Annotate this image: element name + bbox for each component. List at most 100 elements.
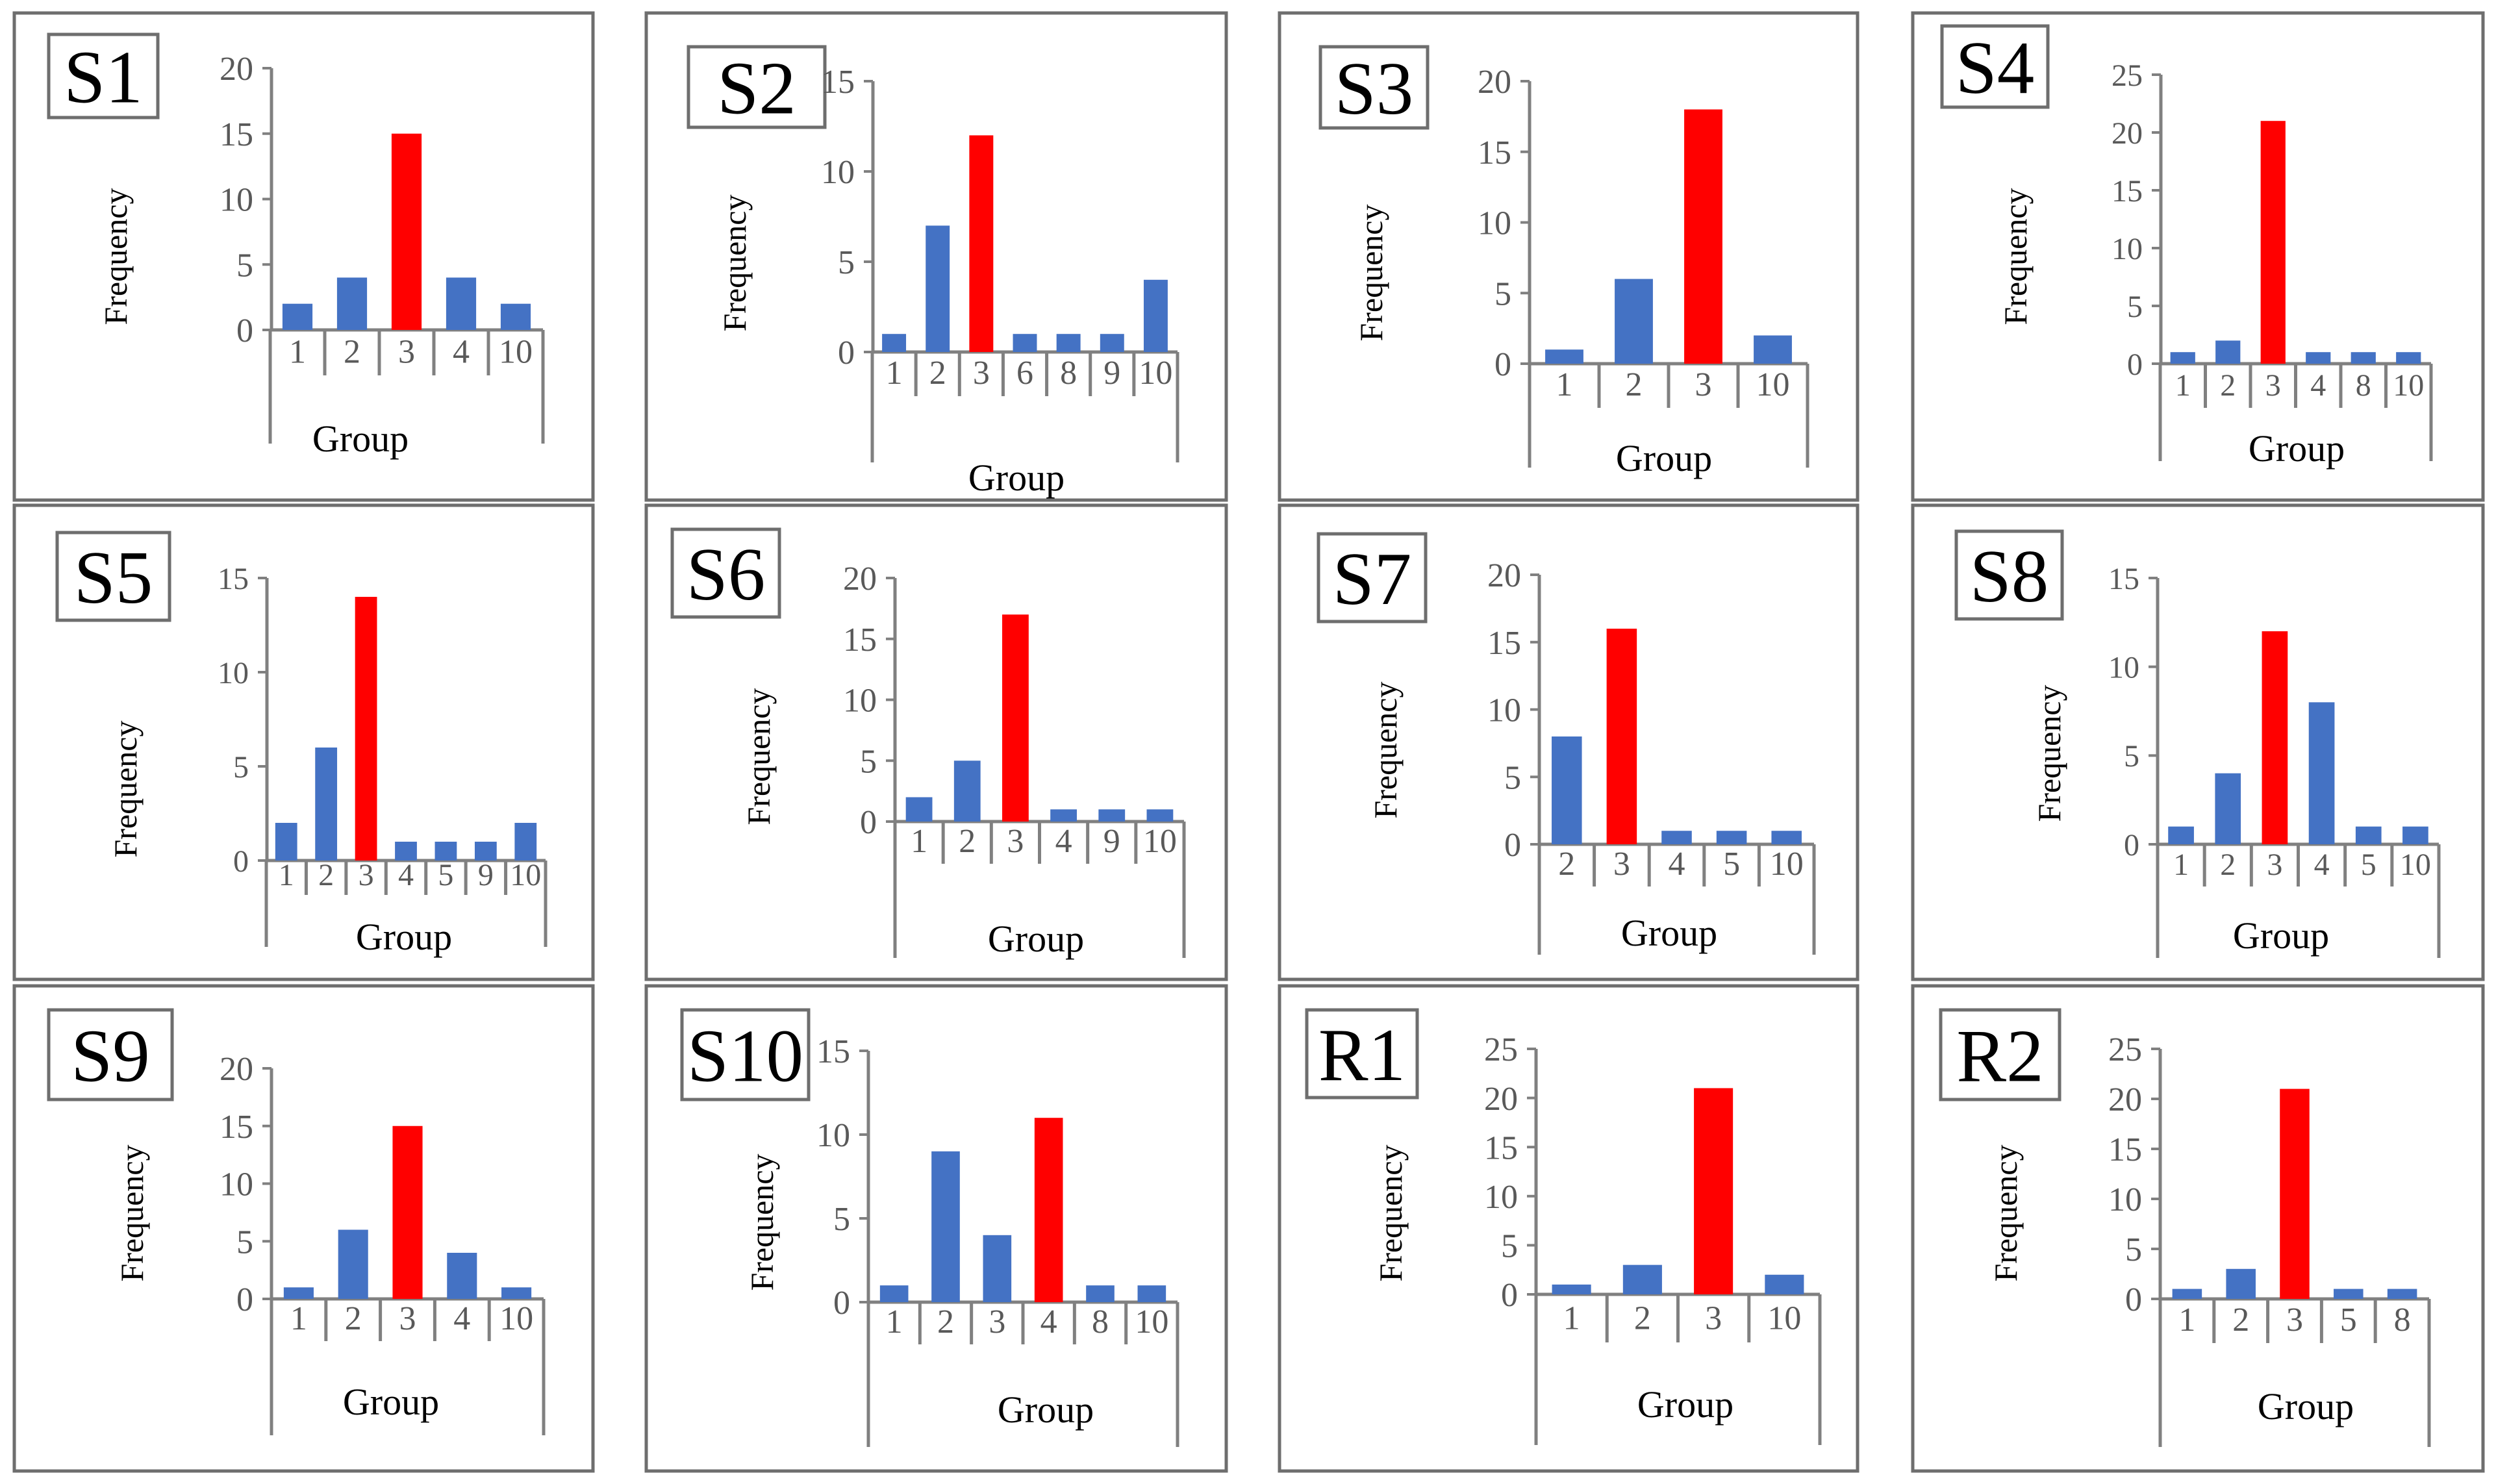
y-tick-label: 5 xyxy=(236,1224,253,1261)
x-tick-label: 10 xyxy=(510,858,541,892)
y-tick-label: 25 xyxy=(2108,1031,2142,1068)
y-tick-label: 5 xyxy=(1501,1228,1518,1265)
y-tick-label: 15 xyxy=(2112,174,2143,208)
x-tick-label: 9 xyxy=(1103,823,1120,860)
x-axis-label: Group xyxy=(312,418,409,460)
chart-panel-s2: S2 0 5 10 15 Frequency 1 2 3 6 8 9 10 Group xyxy=(644,11,1228,502)
bar xyxy=(1098,809,1126,822)
bar xyxy=(2172,1289,2202,1299)
x-tick-label: 10 xyxy=(499,1300,533,1337)
x-axis-label: Group xyxy=(968,457,1065,499)
bar xyxy=(1100,334,1124,352)
y-tick-label: 15 xyxy=(218,562,249,596)
y-tick-label: 10 xyxy=(218,656,249,690)
bar xyxy=(2396,352,2421,364)
bar xyxy=(1716,831,1747,844)
x-tick-label: 1 xyxy=(911,823,927,860)
x-axis-label: Group xyxy=(988,918,1084,960)
x-tick-label: 1 xyxy=(1556,366,1573,403)
x-tick-label: 10 xyxy=(499,333,533,370)
bar-highlight xyxy=(391,133,422,330)
x-axis-label: Group xyxy=(2249,427,2345,470)
bar xyxy=(2334,1289,2364,1299)
y-tick-label: 5 xyxy=(2124,739,2139,773)
y-axis-label: Frequency xyxy=(1987,1144,2024,1281)
bar xyxy=(2402,826,2428,844)
bar xyxy=(338,1229,368,1299)
x-tick-label: 1 xyxy=(2175,368,2191,403)
panel-title: S3 xyxy=(1335,47,1413,130)
y-axis-label: Frequency xyxy=(2031,685,2067,822)
bar xyxy=(879,1285,909,1302)
x-tick-label: 3 xyxy=(973,355,990,392)
x-tick-label: 10 xyxy=(1135,1303,1168,1340)
bar xyxy=(336,277,368,330)
y-tick-label: 5 xyxy=(1504,759,1521,796)
bar-highlight xyxy=(1002,614,1029,822)
bar xyxy=(2387,1289,2417,1299)
y-tick-label: 15 xyxy=(1487,625,1521,662)
y-axis-label: Frequency xyxy=(1997,188,2034,325)
y-tick-label: 10 xyxy=(2112,232,2143,266)
x-tick-label: 4 xyxy=(1669,846,1685,883)
x-tick-label: 5 xyxy=(2340,1302,2357,1339)
y-tick-label: 20 xyxy=(843,560,877,597)
bar-highlight xyxy=(969,135,994,352)
y-tick-label: 20 xyxy=(2108,1081,2142,1118)
x-tick-label: 3 xyxy=(1695,366,1712,403)
x-tick-label: 3 xyxy=(399,1300,416,1337)
y-axis-label: Frequency xyxy=(114,1144,150,1281)
bar xyxy=(1765,1274,1804,1294)
x-axis-label: Group xyxy=(2233,914,2329,957)
panel-title-box xyxy=(1318,45,1430,130)
y-tick-label: 10 xyxy=(821,154,855,191)
x-tick-label: 5 xyxy=(1723,846,1740,883)
y-tick-label: 15 xyxy=(843,622,877,659)
y-axis-label: Frequency xyxy=(1353,204,1389,341)
bar xyxy=(275,823,297,861)
y-tick-label: 20 xyxy=(1487,557,1521,594)
x-tick-label: 2 xyxy=(1634,1300,1651,1337)
panel-title-box xyxy=(55,531,171,622)
x-tick-label: 8 xyxy=(1060,355,1077,392)
panel-title-box xyxy=(1954,529,2064,621)
x-tick-label: 1 xyxy=(279,858,294,892)
bar xyxy=(282,303,313,330)
bar xyxy=(926,225,950,352)
bar xyxy=(1622,1264,1662,1294)
y-axis-label: Frequency xyxy=(1367,681,1404,818)
bar-highlight xyxy=(2262,631,2288,844)
y-tick-label: 20 xyxy=(2112,116,2143,151)
bar-highlight xyxy=(2260,121,2286,364)
x-tick-label: 3 xyxy=(1705,1300,1722,1337)
bar xyxy=(2215,773,2241,844)
chart-panel-s3: S3 0 5 10 15 20 Frequency 1 2 3 10 Group xyxy=(1278,11,1859,502)
x-axis-label: Group xyxy=(356,916,452,958)
x-tick-label: 2 xyxy=(929,355,946,392)
x-tick-label: 2 xyxy=(318,858,334,892)
x-tick-label: 10 xyxy=(1767,1300,1801,1337)
x-tick-label: 3 xyxy=(359,858,374,892)
chart-panel-s4: S4 0 5 10 15 20 25 Frequency 1 2 3 4 8 10 Group xyxy=(1911,11,2485,502)
panel-title-box xyxy=(1940,24,2050,109)
y-tick-label: 10 xyxy=(1478,205,1511,242)
y-tick-label: 5 xyxy=(1494,275,1511,312)
x-tick-label: 2 xyxy=(1626,366,1643,403)
x-tick-label: 10 xyxy=(2400,848,2431,882)
bar xyxy=(1552,736,1582,844)
bar xyxy=(1137,1285,1166,1302)
bar-highlight xyxy=(1034,1118,1063,1302)
x-tick-label: 3 xyxy=(1613,846,1630,883)
bar-highlight xyxy=(355,597,377,861)
y-tick-label: 20 xyxy=(1478,64,1511,101)
panel-title-box xyxy=(1317,532,1428,623)
chart-panel-s10: S10 0 5 10 15 Frequency 1 2 3 4 8 10 Group xyxy=(644,984,1228,1473)
x-tick-label: 3 xyxy=(2286,1302,2303,1339)
chart-panel-r1: R1 0 5 10 15 20 25 Frequency 1 2 3 10 Group xyxy=(1278,984,1859,1473)
y-tick-label: 10 xyxy=(220,182,253,219)
panel-title-box xyxy=(670,527,781,619)
x-tick-label: 4 xyxy=(2314,848,2330,882)
bar xyxy=(1552,1284,1591,1294)
panel-title: S10 xyxy=(687,1014,803,1097)
